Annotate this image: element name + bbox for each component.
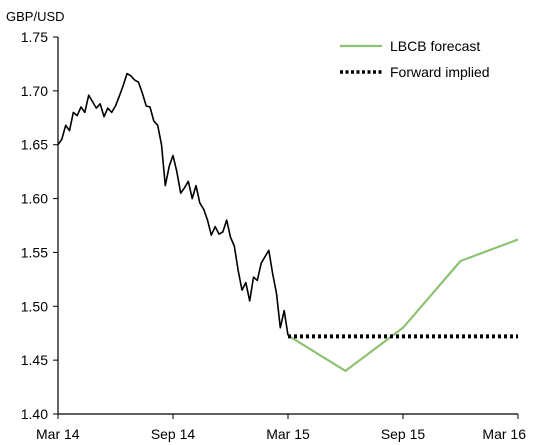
y-tick-label: 1.40: [21, 406, 48, 422]
legend: LBCB forecast Forward implied: [340, 38, 490, 80]
legend-label: LBCB forecast: [390, 38, 480, 54]
y-tick-label: 1.70: [21, 83, 48, 99]
unit-label: GBP/USD: [6, 9, 65, 24]
y-tick-label: 1.65: [21, 137, 48, 153]
x-tick-label: Sep 15: [381, 426, 426, 442]
y-tick-label: 1.75: [21, 29, 48, 45]
y-tick-label: 1.60: [21, 191, 48, 207]
series-line-spot-rate: [57, 72, 289, 336]
legend-label: Forward implied: [390, 64, 490, 80]
x-tick-label: Mar 16: [482, 426, 526, 442]
x-tick-label: Mar 15: [266, 426, 310, 442]
plot-area: [57, 72, 519, 372]
x-tick-label: Sep 14: [151, 426, 196, 442]
y-tick-label: 1.55: [21, 244, 48, 260]
x-axis: Mar 14 Sep 14 Mar 15 Sep 15 Mar 16: [36, 413, 526, 442]
y-tick-label: 1.45: [21, 352, 48, 368]
y-axis: 1.40 1.45 1.50 1.55 1.60 1.65 1.70 1.75: [21, 29, 59, 422]
x-tick-label: Mar 14: [36, 426, 80, 442]
series-line-lbcb-forecast: [287, 238, 519, 372]
y-tick-label: 1.50: [21, 298, 48, 314]
